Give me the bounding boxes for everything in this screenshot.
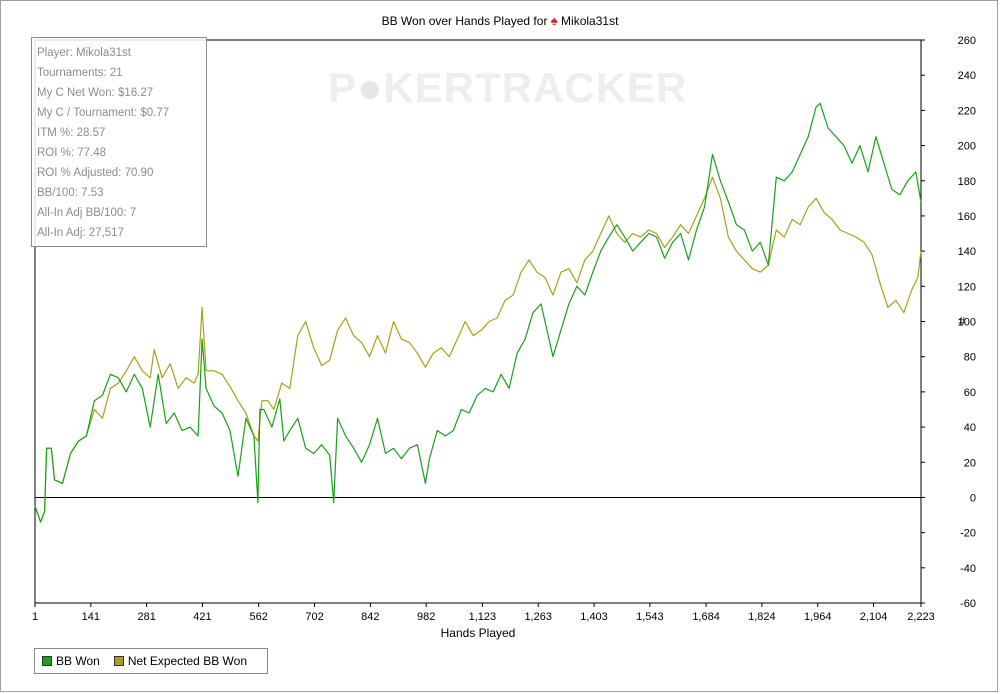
title-prefix: BB Won over Hands Played for: [381, 14, 548, 28]
stat-bb100: BB/100: 7.53: [37, 187, 104, 199]
title-player: Mikola31st: [561, 14, 619, 28]
x-tick-label: 1: [32, 611, 38, 623]
y-tick-label: 260: [958, 35, 976, 47]
legend-label-net-expected: Net Expected BB Won: [127, 654, 247, 668]
stats-box: Player: Mikola31st Tournaments: 21 My C …: [31, 37, 207, 247]
stat-roi: ROI %: 77.48: [37, 147, 107, 159]
y-tick-label: 80: [964, 352, 976, 364]
spade-icon: ♠: [550, 13, 558, 28]
stat-player: Player: Mikola31st: [37, 47, 131, 59]
x-tick-label: 141: [82, 611, 100, 623]
stat-tournaments: Tournaments: 21: [37, 67, 123, 79]
pokertracker-watermark: P●KERTRACKER: [328, 64, 688, 111]
y-tick-label: 220: [958, 105, 976, 117]
x-tick-label: 2,223: [907, 611, 935, 623]
y-tick-label: -20: [960, 528, 976, 540]
stat-allin-bb100: All-In Adj BB/100: 7: [37, 207, 137, 219]
y-tick-label: 60: [964, 387, 976, 399]
x-tick-label: 562: [250, 611, 268, 623]
x-tick-label: 982: [417, 611, 435, 623]
y-tick-label: 100: [958, 317, 976, 329]
x-tick-label: 702: [305, 611, 323, 623]
poker-chip-icon: ●: [357, 64, 384, 111]
y-tick-label: 160: [958, 211, 976, 223]
legend-item-bb-won[interactable]: BB Won: [42, 654, 100, 668]
series-line-net-expected: [34, 176, 922, 523]
y-tick-label: 140: [958, 246, 976, 258]
y-tick-label: 0: [970, 492, 976, 504]
y-tick-label: 20: [964, 457, 976, 469]
stat-allin-adj: All-In Adj: 27,517: [37, 227, 124, 239]
x-tick-label: 1,123: [469, 611, 497, 623]
legend-item-net-expected[interactable]: Net Expected BB Won: [113, 654, 247, 668]
x-tick-label: 281: [137, 611, 155, 623]
stat-itm: ITM %: 28.57: [37, 127, 106, 139]
x-tick-label: 1,964: [804, 611, 832, 623]
series-line-bb-won: [34, 102, 922, 523]
chart-title: BB Won over Hands Played for ♠ Mikola31s…: [0, 13, 1000, 28]
x-tick-label: 1,543: [636, 611, 664, 623]
legend-swatch-net-expected: [113, 656, 124, 666]
y-tick-label: 240: [958, 70, 976, 82]
x-tick-label: 1,684: [692, 611, 720, 623]
legend-swatch-bb-won: [42, 656, 52, 666]
x-tick-label: 842: [361, 611, 379, 623]
x-tick-label: 421: [193, 611, 211, 623]
y-tick-label: -40: [960, 563, 976, 575]
x-tick-label: 2,104: [860, 611, 888, 623]
y-tick-label: 120: [958, 281, 976, 293]
x-tick-label: 1,403: [580, 611, 608, 623]
y-tick-label: 40: [964, 422, 976, 434]
x-tick-label: 1,824: [748, 611, 776, 623]
x-axis-label: Hands Played: [441, 626, 516, 640]
stat-roi-adjusted: ROI % Adjusted: 70.90: [37, 167, 154, 179]
y-tick-label: 200: [958, 141, 976, 153]
legend-label-bb-won: BB Won: [56, 654, 100, 668]
y-tick-label: 180: [958, 176, 976, 188]
stat-net-won: My C Net Won: $16.27: [37, 87, 154, 99]
chart-legend: BB Won Net Expected BB Won: [34, 648, 268, 674]
stat-per-tournament: My C / Tournament: $0.77: [37, 107, 170, 119]
x-tick-label: 1,263: [524, 611, 552, 623]
y-tick-label: -60: [960, 598, 976, 610]
y-axis-label: #: [959, 315, 966, 329]
